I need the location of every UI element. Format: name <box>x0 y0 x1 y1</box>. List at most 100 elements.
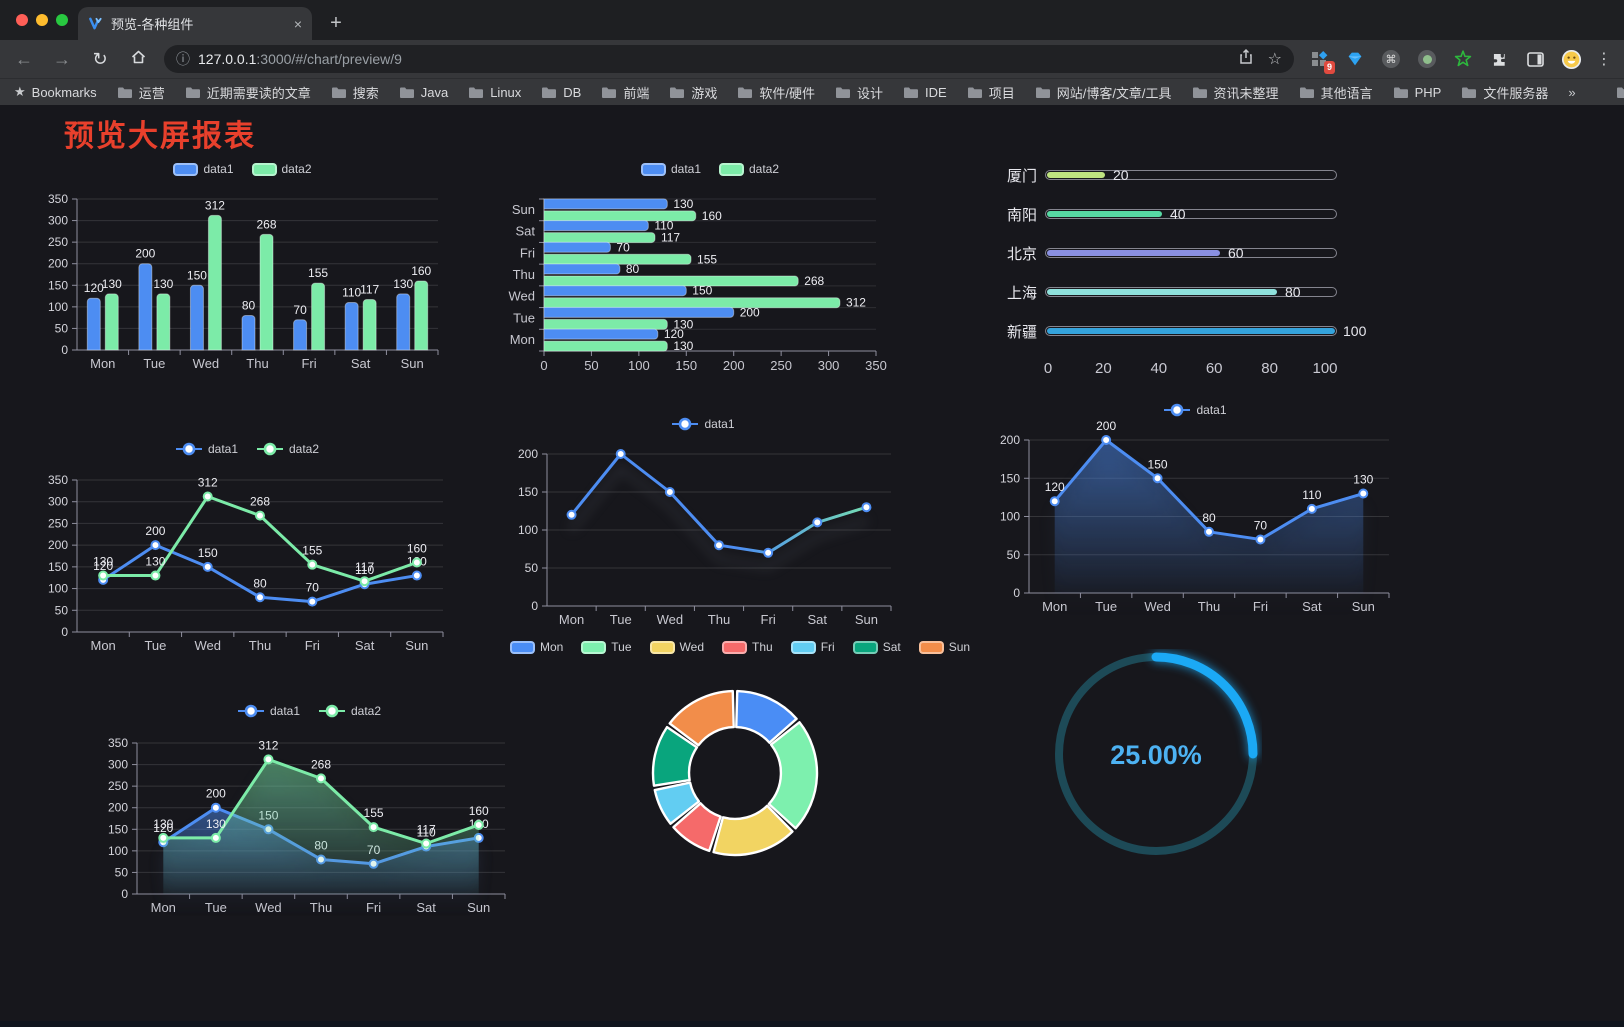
progress-fill <box>1047 172 1105 178</box>
legend-item[interactable]: data2 <box>719 162 779 176</box>
y-tick-label: 100 <box>108 844 128 858</box>
x-tick-label: Mon <box>559 612 584 627</box>
other-bookmarks-folder[interactable]: 其他书签 <box>1616 83 1624 102</box>
zoom-window-button[interactable] <box>56 14 68 26</box>
bookmark-star-icon[interactable]: ☆ <box>1267 51 1282 68</box>
legend-item[interactable]: Tue <box>581 640 632 654</box>
back-icon[interactable]: ← <box>15 48 33 69</box>
legend-marker <box>672 417 699 431</box>
folder-icon <box>1035 87 1050 98</box>
bar <box>362 299 377 351</box>
bar <box>543 253 692 265</box>
home-icon[interactable] <box>126 49 150 70</box>
bookmark-folder[interactable]: Java <box>399 85 448 100</box>
y-category-label: Fri <box>520 245 535 260</box>
gauge-value-label: 25.00% <box>1110 740 1202 770</box>
x-tick-label: Thu <box>310 900 332 915</box>
site-info-icon[interactable]: ⓘ <box>176 51 190 67</box>
tab-manager-extension-icon[interactable]: 9 <box>1308 48 1335 74</box>
polygon <box>1348 56 1362 59</box>
chart-legend: data1 data2 <box>93 704 525 718</box>
legend-item[interactable]: data2 <box>251 162 312 176</box>
legend-item[interactable]: data1 <box>237 704 300 718</box>
bookmark-folder[interactable]: 近期需要读的文章 <box>185 83 311 102</box>
bookmark-folder[interactable]: 资讯未整理 <box>1192 83 1279 102</box>
extensions-puzzle-icon[interactable] <box>1488 48 1510 70</box>
bookmark-folder[interactable]: 运营 <box>117 83 165 102</box>
x-tick-label: 50 <box>584 358 598 373</box>
address-bar[interactable]: ⓘ 127.0.0.1:3000/#/chart/preview/9 ☆ <box>164 45 1294 73</box>
folder-icon <box>967 87 982 98</box>
bookmark-folder[interactable]: 项目 <box>967 83 1015 102</box>
chart-legend: data1 data2 <box>498 162 922 176</box>
legend-item[interactable]: data1 <box>671 417 735 431</box>
bookmark-folder[interactable]: DB <box>541 85 581 100</box>
bookmark-folder[interactable]: 其他语言 <box>1299 83 1373 102</box>
gem-extension-icon[interactable] <box>1344 48 1366 70</box>
legend-item[interactable]: data2 <box>256 442 319 456</box>
legend-item[interactable]: Thu <box>722 640 773 654</box>
legend-item[interactable]: data1 <box>173 162 234 176</box>
omnibox-actions: ☆ <box>1238 48 1282 70</box>
marker <box>368 822 379 833</box>
bookmark-folder[interactable]: IDE <box>903 85 947 100</box>
url-host: 127.0.0.1 <box>198 51 257 67</box>
bookmark-folder[interactable]: 网站/博客/文章/工具 <box>1035 83 1172 102</box>
bookmarks-root[interactable]: ★ Bookmarks <box>14 84 97 100</box>
green-star-extension-icon[interactable] <box>1452 48 1474 70</box>
legend-item[interactable]: data1 <box>640 162 701 176</box>
minimize-window-button[interactable] <box>36 14 48 26</box>
new-tab-button[interactable]: + <box>330 11 342 34</box>
bookmark-folder[interactable]: 软件/硬件 <box>737 83 815 102</box>
path <box>1239 54 1252 64</box>
share-icon[interactable] <box>1238 48 1254 70</box>
progress-value: 40 <box>1170 206 1186 222</box>
bookmark-folder-label: 游戏 <box>691 85 718 101</box>
legend-item[interactable]: Sun <box>918 640 970 654</box>
bookmark-folder[interactable]: Linux <box>468 85 521 100</box>
data-label: 155 <box>364 806 384 820</box>
circle <box>244 704 258 718</box>
bookmarks-overflow-chevron[interactable]: » <box>1568 84 1576 100</box>
legend-item[interactable]: Sat <box>852 640 901 654</box>
polygon <box>1348 52 1362 66</box>
x-tick-label: 80 <box>1261 360 1278 377</box>
bookmark-folder[interactable]: 文件服务器 <box>1461 83 1548 102</box>
svg <box>1454 50 1472 67</box>
pie-slice <box>735 689 798 744</box>
folder-icon <box>670 87 685 98</box>
recorder-extension-icon[interactable] <box>1416 48 1438 70</box>
bookmark-folder[interactable]: PHP <box>1393 85 1441 100</box>
bookmark-folder-label: IDE <box>925 84 947 100</box>
profile-avatar[interactable] <box>1560 48 1582 70</box>
legend-item[interactable]: data1 <box>175 442 238 456</box>
sidebar-toggle-icon[interactable] <box>1524 48 1546 70</box>
bookmark-folder[interactable]: 设计 <box>835 83 883 102</box>
close-window-button[interactable] <box>16 14 28 26</box>
tab-close-icon[interactable]: × <box>293 15 302 32</box>
x-tick-label: 350 <box>865 358 887 373</box>
forward-icon[interactable]: → <box>53 48 71 69</box>
legend-item[interactable]: Fri <box>790 640 835 654</box>
legend-item[interactable]: data1 <box>1163 403 1227 417</box>
data-label: 160 <box>407 542 427 556</box>
x-tick-label: Tue <box>1095 599 1117 614</box>
command-extension-icon[interactable]: ⌘ <box>1380 48 1402 70</box>
bookmark-folder[interactable]: 搜索 <box>331 83 379 102</box>
legend-item[interactable]: data2 <box>318 704 381 718</box>
path <box>967 87 982 98</box>
bookmark-folder[interactable]: 游戏 <box>669 83 717 102</box>
progress-axis: 0 20 40 60 80 100 <box>975 360 1405 380</box>
legend-item[interactable]: Wed <box>649 640 704 654</box>
y-tick-label: 350 <box>108 736 128 750</box>
x-tick-label: Fri <box>305 638 320 653</box>
bookmark-folder[interactable]: 前端 <box>601 83 649 102</box>
y-tick-label: 50 <box>525 561 539 575</box>
legend-item[interactable]: Mon <box>509 640 563 654</box>
browser-tab[interactable]: 预览-各种组件 × <box>78 7 312 40</box>
x-tick-label: Tue <box>143 356 165 371</box>
y-tick-label: 50 <box>55 321 69 335</box>
reload-icon[interactable]: ↻ <box>92 48 108 69</box>
menu-kebab-icon[interactable]: ⋮ <box>1596 51 1612 68</box>
bar <box>543 318 668 330</box>
